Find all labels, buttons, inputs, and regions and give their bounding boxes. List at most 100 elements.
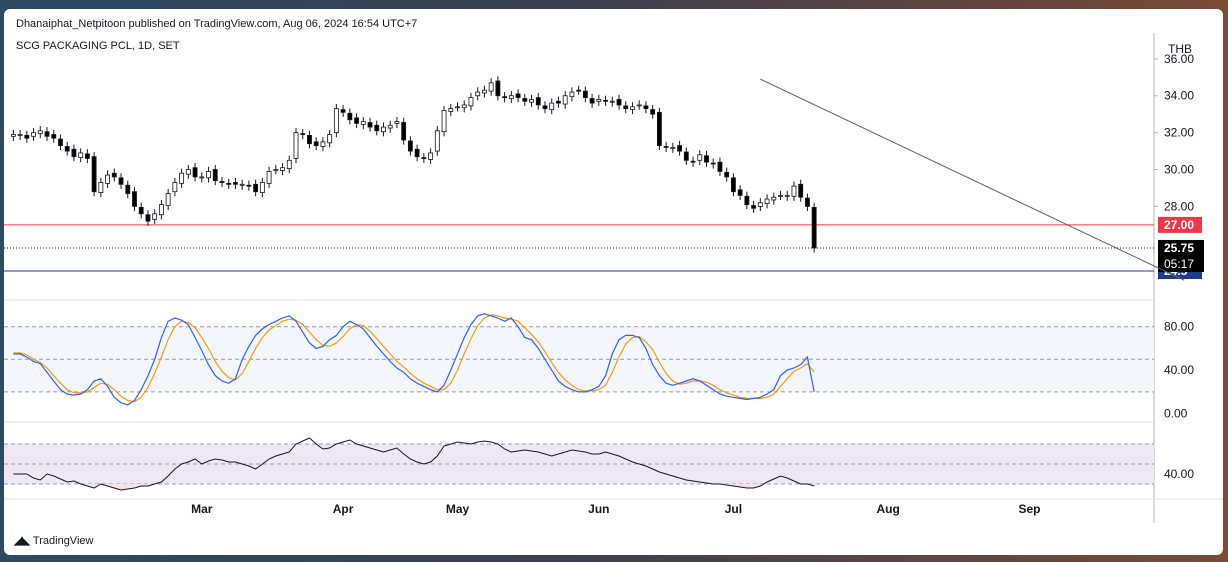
candle-body bbox=[811, 206, 817, 249]
candle-body bbox=[347, 112, 353, 121]
rsi-oversold-fill bbox=[131, 484, 138, 488]
candle-body bbox=[118, 177, 124, 185]
candle-body bbox=[434, 130, 440, 152]
candle-body bbox=[757, 202, 763, 207]
candle-body bbox=[744, 195, 750, 205]
candle-body bbox=[482, 89, 487, 94]
candle-body bbox=[522, 98, 528, 102]
trendline-line bbox=[760, 78, 1185, 281]
last-price-badge bbox=[1158, 239, 1204, 272]
candle-body bbox=[488, 82, 494, 92]
candle-body bbox=[569, 91, 575, 98]
candle-body bbox=[589, 98, 595, 104]
rsi-oversold-fill bbox=[124, 484, 132, 489]
price-tick-label: 28.00 bbox=[1164, 199, 1194, 213]
candle-body bbox=[730, 177, 736, 193]
candle-body bbox=[212, 169, 218, 182]
candle-body bbox=[320, 141, 326, 147]
time-label: Jun bbox=[588, 502, 609, 516]
candle-body bbox=[313, 141, 319, 146]
level-label: 27.00 bbox=[1164, 218, 1194, 232]
tradingview-brand-label: TradingView bbox=[32, 534, 94, 547]
currency-label: THB bbox=[1168, 42, 1192, 56]
candle-body bbox=[623, 105, 629, 110]
time-label: Jul bbox=[725, 502, 742, 516]
price-tick-label: 34.00 bbox=[1164, 89, 1194, 103]
candle-body bbox=[475, 91, 481, 97]
candle-body bbox=[340, 109, 346, 113]
candle-body bbox=[58, 138, 63, 146]
candle-body bbox=[387, 124, 393, 129]
candle-body bbox=[441, 110, 447, 133]
rsi-oversold-fill bbox=[810, 484, 818, 486]
rsi-oversold-fill bbox=[736, 484, 744, 487]
time-axis: Mar Apr May Jun Jul Aug Sep bbox=[191, 502, 1040, 516]
candle-body bbox=[111, 172, 117, 178]
candle-body bbox=[367, 122, 373, 128]
candle-body bbox=[549, 102, 555, 110]
candle-body bbox=[535, 97, 541, 106]
candle-body bbox=[219, 181, 225, 183]
candle-body bbox=[603, 99, 608, 102]
candle-body bbox=[105, 174, 110, 184]
candle-body bbox=[710, 162, 716, 165]
candle-body bbox=[253, 183, 259, 193]
trendline bbox=[760, 78, 1185, 281]
stoch-k-line bbox=[13, 313, 815, 406]
price-tick-label: 36.00 bbox=[1164, 52, 1194, 66]
level-badge bbox=[1158, 216, 1202, 233]
time-label: Mar bbox=[191, 502, 213, 516]
rsi-oversold-fill bbox=[84, 484, 91, 486]
candle-body bbox=[31, 132, 36, 137]
candle-body bbox=[508, 95, 514, 99]
candle-body bbox=[421, 157, 427, 159]
candle-body bbox=[751, 205, 757, 209]
candle-body bbox=[374, 124, 380, 132]
tradingview-brand[interactable]: ◢◣ TradingView bbox=[14, 534, 94, 548]
candle-body bbox=[360, 121, 366, 125]
candle-body bbox=[717, 161, 723, 172]
candle-body bbox=[185, 169, 191, 175]
candle-body bbox=[37, 130, 43, 134]
candle-body bbox=[233, 182, 238, 185]
candle-body bbox=[630, 106, 635, 110]
candle-body bbox=[165, 193, 171, 206]
stoch-tick-label: 0.00 bbox=[1164, 407, 1188, 421]
candle-body bbox=[562, 95, 568, 105]
candle-body bbox=[670, 146, 676, 149]
rsi-oversold-fill bbox=[117, 484, 125, 490]
candle-body bbox=[778, 194, 783, 197]
rsi-oversold-fill bbox=[144, 484, 152, 486]
candle-body bbox=[764, 198, 770, 205]
candle-body bbox=[791, 185, 797, 197]
candle-body bbox=[71, 148, 77, 158]
candle-body bbox=[354, 117, 359, 124]
candle-body bbox=[44, 131, 50, 137]
candle-body bbox=[246, 184, 252, 187]
candle-body bbox=[461, 104, 467, 109]
candle-body bbox=[596, 99, 602, 102]
candle-body bbox=[91, 156, 97, 193]
candle-body bbox=[704, 155, 709, 163]
candle-body bbox=[206, 170, 211, 179]
candle-body bbox=[401, 122, 407, 141]
stoch-tick-label: 40.00 bbox=[1164, 363, 1194, 377]
candle-body bbox=[609, 100, 615, 103]
time-label: Apr bbox=[333, 502, 354, 516]
candle-body bbox=[266, 170, 272, 184]
price-tick-label: 30.00 bbox=[1164, 163, 1194, 177]
time-label: Aug bbox=[877, 502, 900, 516]
candle-body bbox=[259, 182, 265, 193]
candle-body bbox=[428, 152, 434, 160]
candle-body bbox=[226, 182, 232, 185]
stoch-tick-label: 80.00 bbox=[1164, 320, 1194, 334]
candle-body bbox=[125, 184, 131, 194]
candle-body bbox=[643, 105, 649, 110]
candle-body bbox=[663, 146, 669, 148]
candle-body bbox=[17, 134, 23, 136]
candle-body bbox=[683, 151, 689, 161]
rsi-pane: 40.00 bbox=[4, 437, 1194, 491]
rsi-tick-label: 40.00 bbox=[1164, 467, 1194, 481]
